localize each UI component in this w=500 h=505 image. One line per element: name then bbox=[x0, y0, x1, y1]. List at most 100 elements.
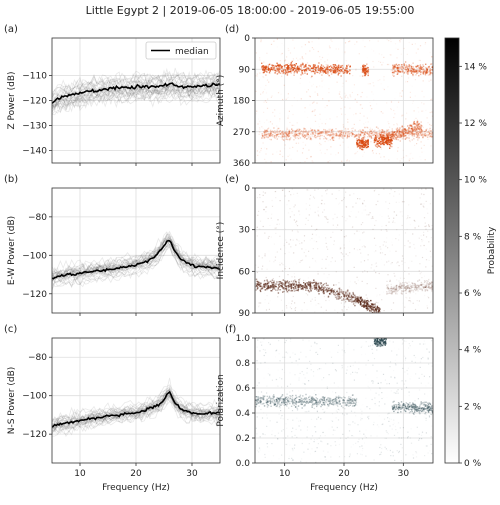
heat-cell bbox=[408, 133, 410, 136]
heat-cell bbox=[366, 309, 369, 311]
heat-cell bbox=[259, 194, 261, 196]
heat-cell bbox=[354, 422, 356, 424]
heat-cell bbox=[306, 133, 308, 135]
heat-cell bbox=[285, 138, 288, 140]
heat-cell bbox=[387, 137, 389, 139]
heat-cell bbox=[336, 67, 338, 69]
heat-cell bbox=[359, 147, 361, 150]
heat-cell bbox=[387, 86, 389, 88]
heat-cell bbox=[401, 134, 403, 136]
heat-cell bbox=[325, 282, 327, 284]
spectrum-trace bbox=[52, 240, 220, 282]
heat-cell bbox=[370, 130, 372, 132]
heat-cell bbox=[344, 51, 346, 53]
heat-cell bbox=[351, 128, 353, 130]
heat-cell bbox=[264, 130, 266, 133]
heat-cell bbox=[296, 192, 298, 194]
heat-cell bbox=[414, 285, 417, 288]
heat-cell bbox=[416, 130, 418, 132]
heat-cell bbox=[338, 65, 340, 67]
heat-cell bbox=[411, 139, 413, 141]
heat-cell bbox=[380, 143, 382, 146]
heat-cell bbox=[349, 134, 351, 136]
heat-cell bbox=[393, 62, 394, 63]
heat-cell bbox=[269, 70, 271, 72]
heat-cell bbox=[391, 131, 393, 133]
heat-cell bbox=[408, 132, 411, 135]
heat-cell bbox=[288, 283, 290, 286]
heat-cell bbox=[364, 70, 366, 72]
heat-cell bbox=[356, 297, 358, 300]
heat-cell bbox=[283, 84, 285, 86]
heat-cell bbox=[288, 111, 289, 112]
heat-cell bbox=[274, 435, 276, 437]
heat-cell bbox=[299, 132, 301, 135]
heat-cell bbox=[335, 417, 337, 419]
heat-cell bbox=[431, 282, 433, 284]
heat-cell bbox=[281, 401, 283, 403]
heat-cell bbox=[371, 128, 373, 131]
heat-cell bbox=[305, 129, 307, 131]
heat-cell bbox=[305, 293, 307, 295]
heat-cell bbox=[276, 252, 277, 253]
heat-cell bbox=[266, 130, 269, 132]
heat-cell bbox=[372, 152, 374, 154]
heat-cell bbox=[298, 129, 300, 132]
heat-cell bbox=[307, 137, 310, 139]
heat-cell bbox=[316, 289, 318, 291]
heat-cell bbox=[333, 69, 335, 71]
heat-cell bbox=[280, 286, 283, 288]
heat-cell bbox=[373, 99, 375, 101]
heat-cell bbox=[266, 107, 269, 109]
heat-cell bbox=[423, 203, 425, 205]
heat-cell bbox=[403, 284, 405, 287]
heat-cell bbox=[345, 205, 347, 208]
heat-cell bbox=[343, 131, 345, 133]
heat-cell bbox=[405, 289, 407, 291]
heat-cell bbox=[427, 230, 429, 232]
heat-cell bbox=[401, 115, 403, 117]
heat-cell bbox=[408, 160, 410, 162]
heat-cell bbox=[269, 72, 271, 74]
heat-cell bbox=[405, 395, 406, 396]
heat-cell bbox=[377, 127, 379, 129]
heat-cell bbox=[266, 285, 268, 287]
heat-cell bbox=[389, 134, 392, 136]
heat-cell bbox=[319, 236, 320, 237]
heat-cell bbox=[412, 127, 414, 129]
spectrum-trace bbox=[52, 396, 220, 433]
heat-cell bbox=[403, 47, 405, 50]
heat-cell bbox=[410, 64, 412, 67]
heat-cell bbox=[414, 288, 416, 291]
heat-cell bbox=[390, 287, 392, 290]
heat-cell bbox=[353, 114, 355, 116]
heat-cell bbox=[286, 133, 288, 136]
heat-cell bbox=[412, 69, 414, 71]
heat-cell bbox=[388, 139, 390, 142]
heat-cell bbox=[279, 60, 281, 62]
heat-cell bbox=[359, 298, 361, 300]
heat-cell bbox=[392, 66, 395, 69]
heat-cell bbox=[313, 284, 316, 286]
heat-cell bbox=[406, 297, 408, 299]
heat-cell bbox=[299, 132, 301, 135]
heat-cell bbox=[403, 128, 405, 131]
heat-cell bbox=[389, 126, 391, 128]
heat-cell bbox=[340, 75, 342, 77]
y-tick-label: −100 bbox=[22, 251, 47, 261]
heat-cell bbox=[311, 67, 313, 70]
heat-cell bbox=[265, 68, 267, 70]
heat-cell bbox=[428, 80, 430, 82]
heat-cell bbox=[407, 367, 409, 369]
heat-cell bbox=[309, 284, 312, 286]
heat-cell bbox=[284, 283, 286, 285]
heat-cell bbox=[411, 128, 413, 131]
heat-cell bbox=[388, 132, 390, 134]
heat-cell bbox=[261, 126, 263, 128]
heat-cell bbox=[402, 133, 404, 136]
heat-cell bbox=[359, 134, 362, 136]
heat-cell bbox=[289, 456, 290, 457]
heat-cell bbox=[370, 141, 372, 143]
heat-cell bbox=[289, 239, 292, 241]
heat-cell bbox=[398, 71, 400, 73]
